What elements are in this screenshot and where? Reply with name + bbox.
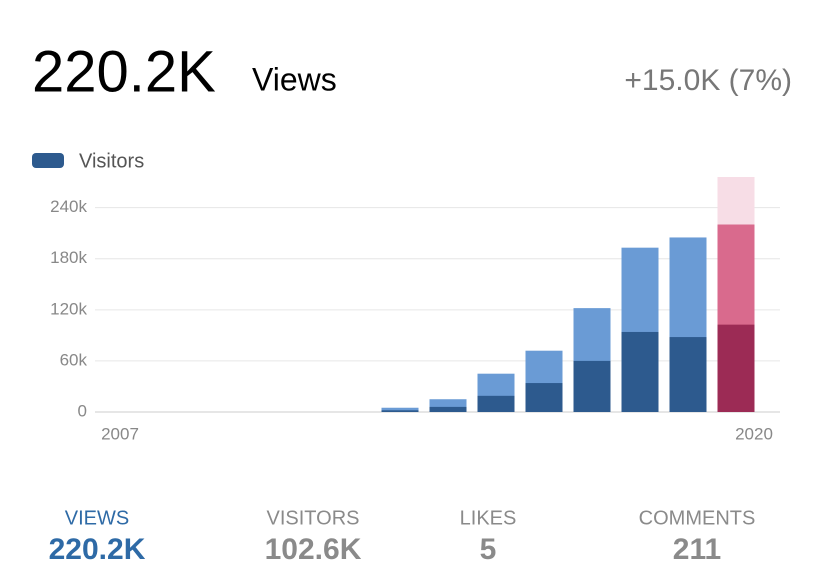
y-tick-label: 240k [50,197,87,216]
visitors-bar[interactable] [381,410,419,412]
headline-label: Views [252,61,337,97]
tab-label[interactable]: VISITORS [267,507,360,529]
visitors-bar[interactable] [525,383,563,412]
tab-value[interactable]: 211 [673,533,721,566]
x-tick-label: 2020 [735,424,773,443]
y-tick-label: 180k [50,248,87,267]
legend-label: Visitors [79,150,144,172]
visitors-bar[interactable] [717,324,755,412]
visitors-bar[interactable] [573,360,611,412]
visitors-bar[interactable] [669,337,707,412]
y-tick-label: 60k [60,350,88,369]
visitors-bar[interactable] [621,331,659,412]
y-tick-label: 120k [50,299,87,318]
views-bar[interactable] [381,407,419,412]
tab-value[interactable]: 5 [480,533,497,566]
tab-label[interactable]: VIEWS [65,507,129,529]
visitors-bar[interactable] [429,406,467,412]
x-tick-label: 2007 [101,424,139,443]
headline-change: +15.0K (7%) [624,64,792,97]
tab-value[interactable]: 220.2K [49,533,146,566]
tab-value[interactable]: 102.6K [265,533,362,566]
legend-swatch [32,153,64,168]
headline-value: 220.2K [32,39,216,104]
visitors-bar[interactable] [477,395,515,412]
y-tick-label: 0 [78,401,87,420]
tab-label[interactable]: COMMENTS [639,507,756,529]
tab-label[interactable]: LIKES [460,507,517,529]
